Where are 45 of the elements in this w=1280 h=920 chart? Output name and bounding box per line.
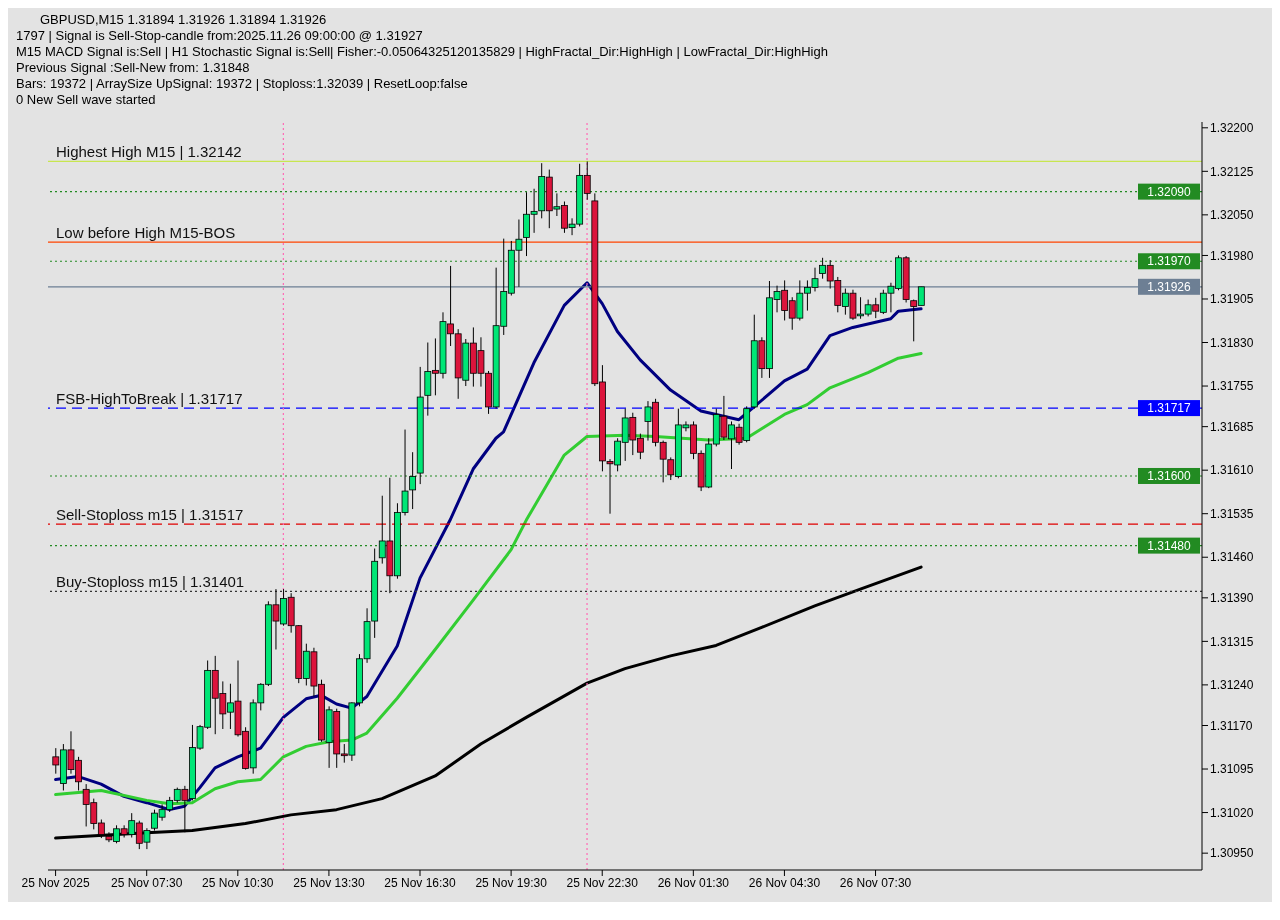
y-tick-label: 1.31390 <box>1210 591 1254 606</box>
text: M15 MACD Signal is:Sell | H1 Stochastic Signal is:Sell| Fisher:-0.05064325120135829 | HighFractal_Dir:HighHigh | LowFractal_Dir:HighHigh <box>16 44 829 60</box>
y-tick-label: 1.31095 <box>1210 762 1254 777</box>
y-tick-label: 1.31830 <box>1210 335 1254 350</box>
ref-line-label: 1.31480 <box>1147 538 1192 553</box>
ref-line-label: Sell-Stoploss m15 | 1.31517 <box>56 506 244 524</box>
y-tick-label: 1.32200 <box>1210 121 1254 136</box>
x-tick-label: 26 Nov 07:30 <box>839 875 912 890</box>
ref-line-label: 1.31926 <box>1147 279 1192 294</box>
x-tick-label: 25 Nov 10:30 <box>202 875 274 890</box>
y-tick-label: 1.31905 <box>1210 292 1254 307</box>
y-tick-label: 1.31610 <box>1210 463 1254 478</box>
x-tick-label: 26 Nov 01:30 <box>657 875 730 890</box>
y-tick-label: 1.31460 <box>1210 550 1254 565</box>
x-tick-label: 25 Nov 07:30 <box>111 875 183 890</box>
y-tick-label: 1.30950 <box>1210 846 1254 861</box>
y-tick-label: 1.31535 <box>1210 506 1254 521</box>
y-tick-label: 1.31170 <box>1210 718 1253 733</box>
ref-line-label: Buy-Stoploss m15 | 1.31401 <box>56 573 245 591</box>
y-tick-label: 1.31685 <box>1210 419 1254 434</box>
chart-title: GBPUSD,M15 1.31894 1.31926 1.31894 1.31926 <box>39 12 328 28</box>
x-tick-label: 25 Nov 16:30 <box>384 875 457 890</box>
y-tick-label: 1.31980 <box>1210 248 1254 263</box>
ref-line-label: 1.31600 <box>1147 468 1192 483</box>
x-tick-label: 26 Nov 04:30 <box>748 875 821 890</box>
annotation: 1.31717 <box>1147 401 1192 416</box>
x-tick-label: 25 Nov 2025 <box>21 875 90 890</box>
y-tick-label: 1.32125 <box>1210 164 1254 179</box>
y-tick-label: 1.31020 <box>1210 805 1254 820</box>
ref-line-label: 1.31970 <box>1147 254 1192 269</box>
text: Bars: 19372 | ArraySize UpSignal: 19372 | Stoploss:1.32039 | ResetLoop:false <box>16 76 469 92</box>
x-tick-label: 25 Nov 22:30 <box>566 875 639 890</box>
ref-line-label: 1.32090 <box>1147 184 1192 199</box>
ref-line-label: Low before High M15-BOS <box>56 224 236 242</box>
x-tick-label: 25 Nov 13:30 <box>293 875 365 890</box>
text: 1797 | Signal is Sell-Stop-candle from:2025.11.26 09:00:00 @ 1.31927 <box>16 28 424 44</box>
y-tick-label: 1.31240 <box>1210 678 1254 693</box>
y-tick-label: 1.32050 <box>1210 208 1254 223</box>
ref-line-label: FSB-HighToBreak | 1.31717 <box>56 390 243 408</box>
y-tick-label: 1.31755 <box>1210 379 1254 394</box>
text: 0 New Sell wave started <box>16 92 157 108</box>
ref-line-label: Highest High M15 | 1.32142 <box>56 143 242 161</box>
y-tick-label: 1.31315 <box>1210 634 1254 649</box>
text: Previous Signal :Sell-New from: 1.31848 <box>16 60 251 76</box>
x-tick-label: 25 Nov 19:30 <box>475 875 548 890</box>
